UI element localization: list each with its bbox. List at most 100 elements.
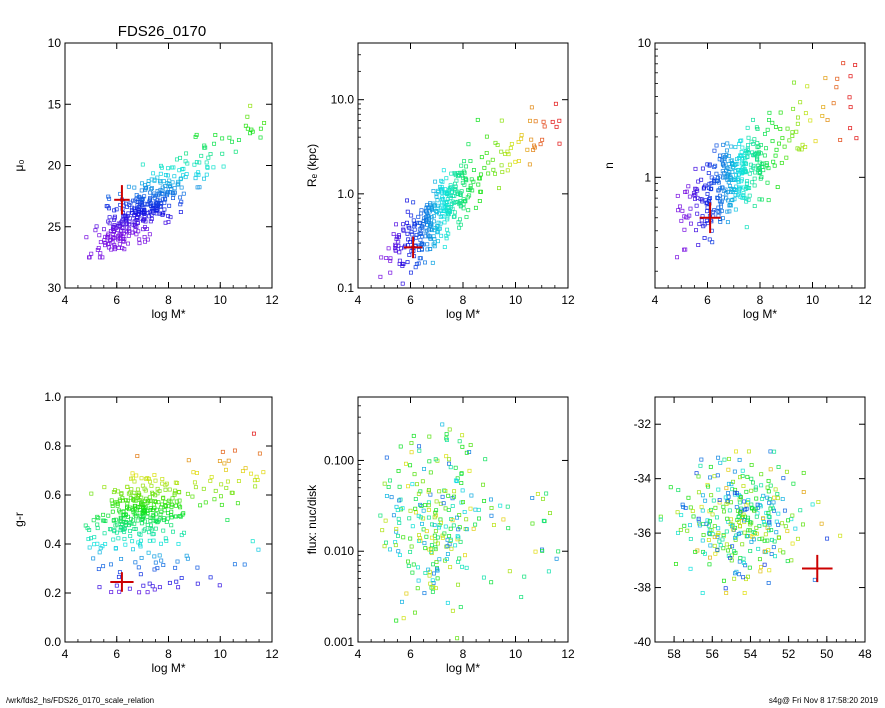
data-point	[116, 221, 121, 226]
data-point	[709, 175, 714, 180]
data-point	[123, 542, 128, 547]
data-point	[762, 153, 767, 158]
data-point	[401, 222, 406, 227]
data-point	[738, 506, 743, 511]
data-point	[682, 227, 687, 232]
data-point	[747, 171, 752, 176]
data-point	[179, 185, 184, 190]
data-point	[751, 163, 756, 168]
data-point	[773, 153, 778, 158]
plot-frame	[654, 396, 866, 643]
data-point	[163, 499, 168, 504]
data-point	[777, 141, 781, 146]
data-point	[712, 474, 717, 479]
data-point	[186, 458, 191, 463]
data-point	[217, 459, 222, 463]
data-point	[495, 143, 500, 147]
data-point	[102, 518, 106, 523]
data-point	[750, 180, 755, 185]
data-point	[697, 222, 702, 227]
data-point	[428, 581, 433, 586]
data-point	[715, 473, 720, 478]
data-point	[694, 203, 699, 208]
data-point	[735, 157, 739, 162]
data-point	[712, 148, 717, 153]
data-point	[675, 510, 680, 515]
data-point	[812, 577, 817, 582]
data-point	[165, 191, 170, 195]
data-point	[726, 481, 731, 486]
data-point	[707, 162, 712, 167]
data-point	[677, 204, 682, 209]
data-point	[434, 499, 439, 504]
data-point	[709, 528, 714, 532]
data-point	[202, 143, 207, 148]
data-point	[138, 572, 143, 577]
data-point	[445, 537, 450, 542]
data-point	[737, 457, 742, 462]
data-point	[121, 237, 125, 241]
data-point	[732, 490, 737, 495]
data-point	[382, 481, 387, 486]
data-point	[450, 199, 455, 204]
data-point	[152, 191, 157, 196]
x-axis-label: log M*	[151, 307, 185, 321]
data-point	[148, 479, 152, 484]
data-point	[693, 549, 698, 554]
data-point	[208, 575, 213, 580]
data-point	[776, 522, 781, 527]
x-tick-label: 8	[165, 293, 172, 307]
data-point	[749, 476, 754, 481]
data-point	[769, 528, 774, 532]
data-point	[756, 166, 761, 171]
y-axis-label: n	[602, 162, 616, 169]
data-point	[422, 466, 427, 471]
data-point	[461, 169, 466, 174]
data-point	[730, 158, 735, 163]
data-point	[441, 205, 446, 210]
data-point	[766, 580, 771, 585]
data-point	[132, 521, 137, 526]
panel-mag: 58 56 54 52 50 48 -32 -34 -36 -38 -40	[634, 396, 872, 661]
data-point	[766, 198, 771, 203]
data-point	[428, 247, 433, 252]
data-point	[721, 546, 726, 551]
x-axis-label: log M*	[743, 307, 777, 321]
data-point	[711, 498, 716, 503]
data-point	[142, 194, 147, 199]
data-point	[166, 166, 170, 171]
data-point	[754, 125, 759, 130]
data-point	[242, 562, 247, 567]
data-point	[435, 198, 440, 203]
data-point	[391, 513, 396, 518]
data-point	[448, 565, 453, 570]
data-point	[223, 467, 228, 472]
data-point	[406, 224, 411, 229]
data-point	[726, 494, 731, 499]
data-point	[429, 550, 434, 555]
data-point	[140, 510, 145, 515]
data-point	[695, 195, 700, 200]
data-point	[389, 495, 394, 500]
data-point	[424, 217, 429, 222]
data-point	[112, 528, 117, 533]
data-point	[686, 184, 691, 189]
data-point	[235, 501, 240, 506]
data-point	[748, 162, 753, 167]
data-point	[159, 505, 164, 510]
data-point	[712, 177, 717, 182]
data-point	[151, 512, 156, 517]
data-point	[138, 542, 142, 547]
data-point	[468, 506, 473, 511]
data-point	[770, 139, 775, 144]
data-point	[131, 547, 135, 552]
data-point	[156, 203, 161, 208]
data-point	[530, 521, 535, 526]
data-point	[755, 163, 760, 168]
data-point	[163, 487, 168, 492]
data-point	[533, 549, 538, 554]
data-point	[236, 138, 241, 142]
data-point	[444, 454, 449, 459]
data-point	[790, 513, 795, 518]
data-point	[427, 434, 432, 439]
